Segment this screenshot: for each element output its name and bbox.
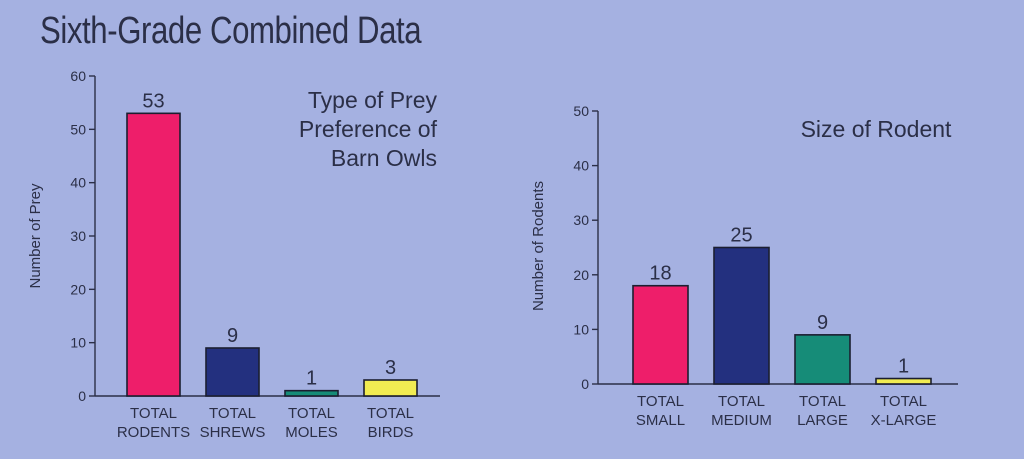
data-label: 9 [227, 325, 238, 347]
y-axis-label: Number of Prey [27, 183, 44, 289]
category-label: TOTAL [799, 393, 846, 410]
y-tick-label: 0 [78, 388, 86, 404]
category-label: MOLES [285, 424, 338, 441]
y-tick-label: 30 [70, 228, 86, 244]
category-label: X-LARGE [871, 412, 937, 429]
chart-title-line: Preference of [299, 116, 438, 142]
bar [205, 347, 260, 397]
category-label: BIRDS [368, 424, 414, 441]
y-tick-label: 30 [573, 212, 589, 228]
bar [794, 334, 851, 385]
page-title: Sixth-Grade Combined Data [40, 10, 422, 52]
chart-title-line: Type of Prey [308, 87, 438, 113]
bar [875, 377, 932, 385]
data-label: 53 [142, 90, 164, 112]
data-label: 18 [649, 263, 671, 285]
bar [713, 246, 770, 385]
category-label: TOTAL [367, 405, 414, 422]
y-tick-label: 10 [70, 335, 86, 351]
category-label: MEDIUM [711, 412, 772, 429]
category-label: TOTAL [288, 405, 335, 422]
y-tick-label: 20 [70, 281, 86, 297]
y-axis-label: Number of Rodents [530, 181, 547, 311]
category-label: TOTAL [880, 393, 927, 410]
category-label: SHREWS [200, 424, 266, 441]
bar [632, 284, 689, 385]
y-tick-label: 50 [573, 103, 589, 119]
data-label: 9 [817, 312, 828, 334]
category-label: SMALL [636, 412, 685, 429]
chart-title-line: Barn Owls [331, 145, 437, 171]
data-label: 1 [306, 368, 317, 390]
y-tick-label: 20 [573, 267, 589, 283]
y-tick-label: 40 [70, 175, 86, 191]
y-tick-label: 0 [581, 376, 589, 392]
category-label: TOTAL [637, 393, 684, 410]
y-tick-label: 10 [573, 321, 589, 337]
y-tick-label: 60 [70, 68, 86, 84]
bar [126, 112, 181, 397]
y-tick-label: 40 [573, 158, 589, 174]
bar [363, 379, 418, 397]
data-label: 1 [898, 356, 909, 378]
data-label: 25 [730, 225, 752, 247]
bar [284, 389, 339, 397]
y-tick-label: 50 [70, 121, 86, 137]
category-label: LARGE [797, 412, 848, 429]
chart-2: Size of Rodent Number of Rodents 0 10 20 30 40… [530, 103, 958, 429]
chart-1: Type of Prey Preference of Barn Owls Number… [27, 68, 440, 441]
category-label: TOTAL [130, 405, 177, 422]
data-label: 3 [385, 357, 396, 379]
category-label: RODENTS [117, 424, 190, 441]
category-label: TOTAL [209, 405, 256, 422]
chart-title-line: Size of Rodent [801, 116, 952, 142]
category-label: TOTAL [718, 393, 765, 410]
